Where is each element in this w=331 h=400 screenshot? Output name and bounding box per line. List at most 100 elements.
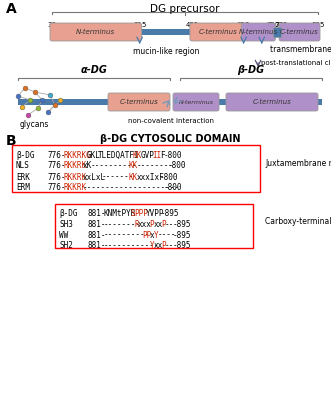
Text: RKKRK: RKKRK bbox=[64, 162, 86, 170]
Text: II: II bbox=[152, 150, 161, 160]
Text: Juxtamembrane region: Juxtamembrane region bbox=[265, 159, 331, 168]
Text: 775: 775 bbox=[274, 22, 288, 28]
Text: C-terminus: C-terminus bbox=[119, 99, 158, 105]
FancyBboxPatch shape bbox=[173, 93, 219, 111]
Text: --: -- bbox=[165, 220, 174, 229]
Text: 776-: 776- bbox=[48, 162, 67, 170]
Text: F: F bbox=[160, 150, 164, 160]
Text: PPP: PPP bbox=[134, 210, 148, 218]
Text: ----: ---- bbox=[157, 230, 176, 240]
Text: β-DG: β-DG bbox=[16, 150, 34, 160]
Bar bbox=[55, 204, 253, 248]
Text: -------: ------- bbox=[102, 172, 134, 182]
Text: ----------: ---------- bbox=[90, 162, 137, 170]
Text: C-terminus: C-terminus bbox=[253, 99, 291, 105]
Text: N-terminus: N-terminus bbox=[178, 100, 213, 104]
Text: B: B bbox=[6, 134, 17, 148]
Text: x: x bbox=[150, 230, 154, 240]
Text: S: S bbox=[130, 210, 135, 218]
Text: glycans: glycans bbox=[19, 120, 49, 129]
Text: A: A bbox=[6, 2, 17, 16]
Text: C-terminus: C-terminus bbox=[198, 29, 237, 35]
FancyBboxPatch shape bbox=[242, 23, 275, 41]
Text: YVPP: YVPP bbox=[146, 210, 164, 218]
Text: --: -- bbox=[165, 241, 174, 250]
Text: 315: 315 bbox=[133, 22, 146, 28]
Text: xK: xK bbox=[83, 162, 92, 170]
Text: -800: -800 bbox=[164, 150, 182, 160]
Text: post-translational cleavage and modifications: post-translational cleavage and modifica… bbox=[261, 60, 331, 66]
Text: xxLxL: xxLxL bbox=[83, 172, 106, 182]
Text: Y: Y bbox=[154, 230, 158, 240]
Bar bbox=[12, 145, 260, 192]
Text: 881-: 881- bbox=[88, 230, 107, 240]
Text: ----------: ---------- bbox=[103, 230, 150, 240]
FancyBboxPatch shape bbox=[273, 27, 281, 37]
Text: β-DG CYTOSOLIC DOMAIN: β-DG CYTOSOLIC DOMAIN bbox=[100, 134, 240, 144]
Text: N-terminus: N-terminus bbox=[239, 29, 278, 35]
Text: P: P bbox=[161, 220, 166, 229]
Text: β-DG: β-DG bbox=[59, 210, 77, 218]
Text: DG precursor: DG precursor bbox=[150, 4, 220, 14]
Text: RKKRKG: RKKRKG bbox=[64, 150, 91, 160]
Text: TLEDQATFI: TLEDQATFI bbox=[98, 150, 140, 160]
Text: -895: -895 bbox=[161, 210, 180, 218]
Text: ------------: ------------ bbox=[103, 241, 159, 250]
Text: xx: xx bbox=[154, 241, 163, 250]
Text: xxxIxF: xxxIxF bbox=[137, 172, 164, 182]
Text: -800: -800 bbox=[160, 172, 178, 182]
Text: -895: -895 bbox=[173, 241, 191, 250]
Text: KK: KK bbox=[129, 162, 138, 170]
FancyBboxPatch shape bbox=[279, 23, 320, 41]
FancyBboxPatch shape bbox=[226, 93, 318, 111]
Text: C-terminus: C-terminus bbox=[280, 29, 319, 35]
Text: 881-: 881- bbox=[88, 220, 107, 229]
Text: 881-: 881- bbox=[88, 241, 107, 250]
Bar bbox=[175, 99, 322, 105]
Text: 485: 485 bbox=[185, 22, 199, 28]
Text: ERM: ERM bbox=[16, 184, 30, 192]
Text: GVP: GVP bbox=[140, 150, 154, 160]
Text: -800: -800 bbox=[164, 184, 182, 192]
FancyBboxPatch shape bbox=[50, 23, 142, 41]
Text: R: R bbox=[134, 220, 139, 229]
Text: KK: KK bbox=[133, 150, 142, 160]
Text: ---------------------: --------------------- bbox=[83, 184, 180, 192]
Text: P: P bbox=[161, 241, 166, 250]
Text: non-covalent interaction: non-covalent interaction bbox=[128, 118, 214, 124]
Text: WW: WW bbox=[59, 230, 68, 240]
Text: 881-: 881- bbox=[88, 210, 107, 218]
Text: --------: -------- bbox=[137, 162, 173, 170]
Text: P: P bbox=[150, 220, 154, 229]
Text: KK: KK bbox=[129, 172, 138, 182]
Bar bbox=[52, 29, 318, 35]
Bar bbox=[18, 99, 170, 105]
Text: KNMtPYR: KNMtPYR bbox=[103, 210, 136, 218]
Text: 776-: 776- bbox=[48, 184, 67, 192]
Text: Carboxy-terminal region: Carboxy-terminal region bbox=[265, 216, 331, 226]
Text: xx: xx bbox=[154, 220, 163, 229]
Text: Y: Y bbox=[150, 241, 154, 250]
Text: -800: -800 bbox=[167, 162, 186, 170]
Text: NLS: NLS bbox=[16, 162, 30, 170]
Text: α-DG: α-DG bbox=[80, 65, 108, 75]
Text: PP: PP bbox=[142, 230, 151, 240]
Text: β-DG: β-DG bbox=[237, 65, 264, 75]
Text: SH3: SH3 bbox=[59, 220, 73, 229]
Text: mucin-like region: mucin-like region bbox=[133, 47, 199, 56]
Text: N-terminus: N-terminus bbox=[76, 29, 116, 35]
Text: GKL: GKL bbox=[86, 150, 100, 160]
Text: 776-: 776- bbox=[48, 172, 67, 182]
Text: RKKRK: RKKRK bbox=[64, 184, 86, 192]
FancyBboxPatch shape bbox=[190, 23, 246, 41]
Text: -895: -895 bbox=[173, 230, 191, 240]
Text: 776-: 776- bbox=[48, 150, 67, 160]
Text: xxx: xxx bbox=[138, 220, 152, 229]
Text: 750: 750 bbox=[267, 22, 280, 28]
Text: 895: 895 bbox=[311, 22, 325, 28]
Text: transmembrane domain: transmembrane domain bbox=[270, 45, 331, 54]
Text: RKKRK: RKKRK bbox=[64, 172, 86, 182]
Text: ERK: ERK bbox=[16, 172, 30, 182]
Text: -895: -895 bbox=[173, 220, 191, 229]
Text: SH2: SH2 bbox=[59, 241, 73, 250]
